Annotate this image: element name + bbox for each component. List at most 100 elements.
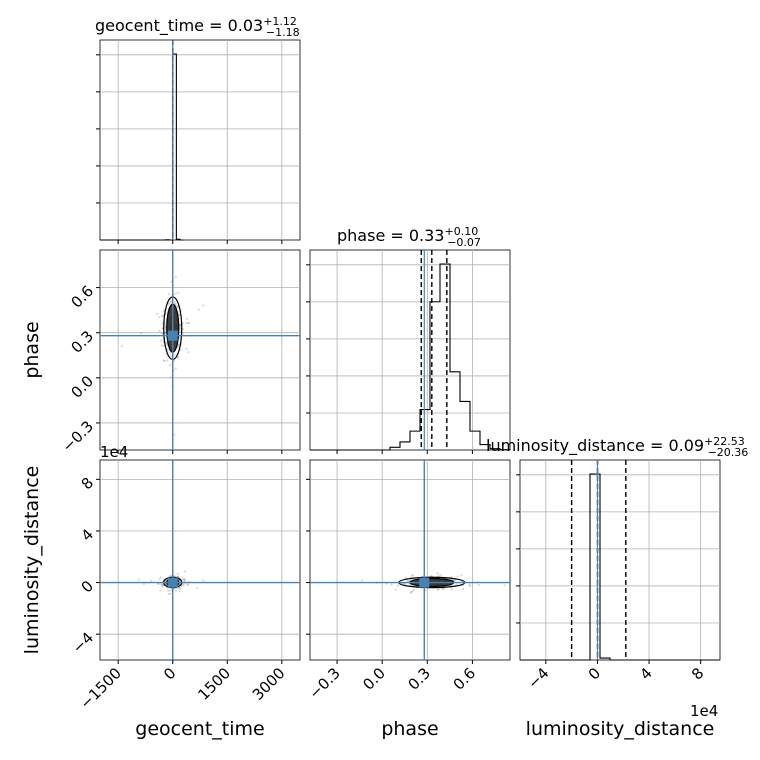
panel-frame bbox=[99, 249, 301, 451]
sample-point bbox=[176, 305, 179, 308]
sample-point bbox=[160, 331, 164, 335]
sample-point bbox=[187, 321, 191, 325]
sample-point bbox=[178, 323, 182, 326]
sample-point bbox=[436, 588, 439, 592]
sample-point bbox=[456, 575, 459, 578]
sample-point bbox=[195, 587, 199, 590]
sample-point bbox=[162, 359, 165, 362]
y-axis-label: luminosity_distance bbox=[21, 466, 43, 655]
sample-point bbox=[178, 313, 181, 317]
sample-point bbox=[174, 292, 178, 295]
x-tick-label: 0 bbox=[585, 664, 604, 683]
sample-point bbox=[142, 582, 146, 586]
y-tick-label: 8 bbox=[78, 474, 97, 493]
sample-point bbox=[156, 312, 159, 315]
sample-point bbox=[158, 577, 161, 580]
sample-point bbox=[164, 327, 167, 330]
sample-point bbox=[503, 584, 506, 587]
sample-point bbox=[177, 291, 180, 294]
truth-marker bbox=[167, 330, 178, 341]
sample-point bbox=[441, 587, 445, 590]
sample-point bbox=[460, 574, 463, 577]
sample-point bbox=[170, 280, 173, 283]
sample-point bbox=[176, 572, 180, 576]
sample-point bbox=[179, 348, 182, 351]
x-tick-label: 4 bbox=[636, 664, 655, 683]
sample-point bbox=[202, 579, 205, 582]
y-tick-label: 4 bbox=[78, 525, 97, 544]
sample-point bbox=[174, 275, 178, 279]
sample-point bbox=[360, 579, 364, 582]
panel-title-luminosity_distance: luminosity_distance = 0.09+22.53 −20.36 bbox=[486, 435, 748, 459]
sample-point bbox=[185, 347, 188, 350]
y-tick-label: −4 bbox=[69, 629, 97, 657]
x-axis-label: phase bbox=[381, 718, 438, 740]
y-tick-label: 0 bbox=[78, 577, 97, 596]
sample-point bbox=[173, 433, 176, 436]
scatter-panel-geocent_time-vs-phase bbox=[99, 249, 301, 451]
sample-point bbox=[390, 583, 393, 587]
sample-point bbox=[183, 570, 187, 573]
sample-point bbox=[162, 310, 165, 313]
sample-point bbox=[168, 363, 172, 367]
sample-point bbox=[169, 589, 172, 592]
sample-point bbox=[139, 332, 143, 335]
sample-point bbox=[169, 376, 172, 379]
x-tick-label: −4 bbox=[524, 664, 552, 692]
panel-title-phase: phase = 0.33+0.10 −0.07 bbox=[337, 225, 481, 249]
sample-point bbox=[439, 574, 442, 577]
truth-marker bbox=[419, 577, 430, 588]
sample-point bbox=[176, 305, 179, 308]
sample-point bbox=[186, 583, 189, 586]
sample-point bbox=[163, 331, 167, 334]
x-tick-label: 0 bbox=[160, 664, 179, 683]
sample-point bbox=[197, 308, 200, 312]
sample-point bbox=[477, 583, 481, 587]
x-tick-label: 3000 bbox=[249, 664, 289, 704]
sample-point bbox=[411, 574, 414, 577]
sample-point bbox=[437, 587, 440, 591]
sample-point bbox=[183, 579, 186, 582]
sample-point bbox=[177, 345, 180, 348]
y-tick-label: 0.6 bbox=[67, 282, 97, 312]
panel-frame bbox=[519, 459, 721, 661]
sample-point bbox=[186, 583, 189, 587]
sample-point bbox=[137, 578, 140, 582]
sample-point bbox=[161, 322, 164, 325]
sample-point bbox=[404, 576, 407, 580]
sample-point bbox=[412, 588, 416, 592]
sample-point bbox=[468, 584, 472, 588]
sample-point bbox=[183, 577, 186, 581]
sample-point bbox=[169, 592, 172, 595]
sample-point bbox=[178, 587, 182, 590]
sample-point bbox=[159, 582, 163, 586]
sample-point bbox=[162, 584, 165, 587]
sample-point bbox=[159, 589, 162, 592]
scatter-panel-phase-vs-luminosity_distance bbox=[309, 459, 511, 661]
sample-point bbox=[201, 304, 205, 307]
sample-point bbox=[182, 584, 185, 587]
sample-point bbox=[173, 574, 176, 578]
x-tick-label: 8 bbox=[688, 664, 707, 683]
sample-point bbox=[176, 356, 180, 360]
histogram-step bbox=[310, 263, 511, 451]
sample-point bbox=[178, 323, 182, 326]
sample-point bbox=[183, 578, 186, 582]
sample-point bbox=[407, 580, 410, 583]
sample-point bbox=[394, 588, 398, 592]
sample-point bbox=[163, 324, 167, 327]
sample-point bbox=[160, 344, 163, 347]
x-tick-label: −0.3 bbox=[305, 664, 343, 702]
sample-point bbox=[181, 328, 185, 331]
x-axis-label: geocent_time bbox=[135, 718, 264, 740]
sample-point bbox=[187, 350, 190, 354]
sample-point bbox=[158, 329, 161, 333]
sample-point bbox=[409, 591, 412, 594]
sample-point bbox=[161, 584, 164, 588]
offset-label-x: 1e4 bbox=[690, 702, 718, 720]
scatter-panel-geocent_time-vs-luminosity_distance bbox=[99, 459, 301, 661]
y-tick-label: −0.3 bbox=[59, 417, 97, 455]
x-tick-label: 0.3 bbox=[405, 664, 435, 694]
histogram-step bbox=[520, 473, 720, 661]
sample-point bbox=[406, 579, 409, 583]
